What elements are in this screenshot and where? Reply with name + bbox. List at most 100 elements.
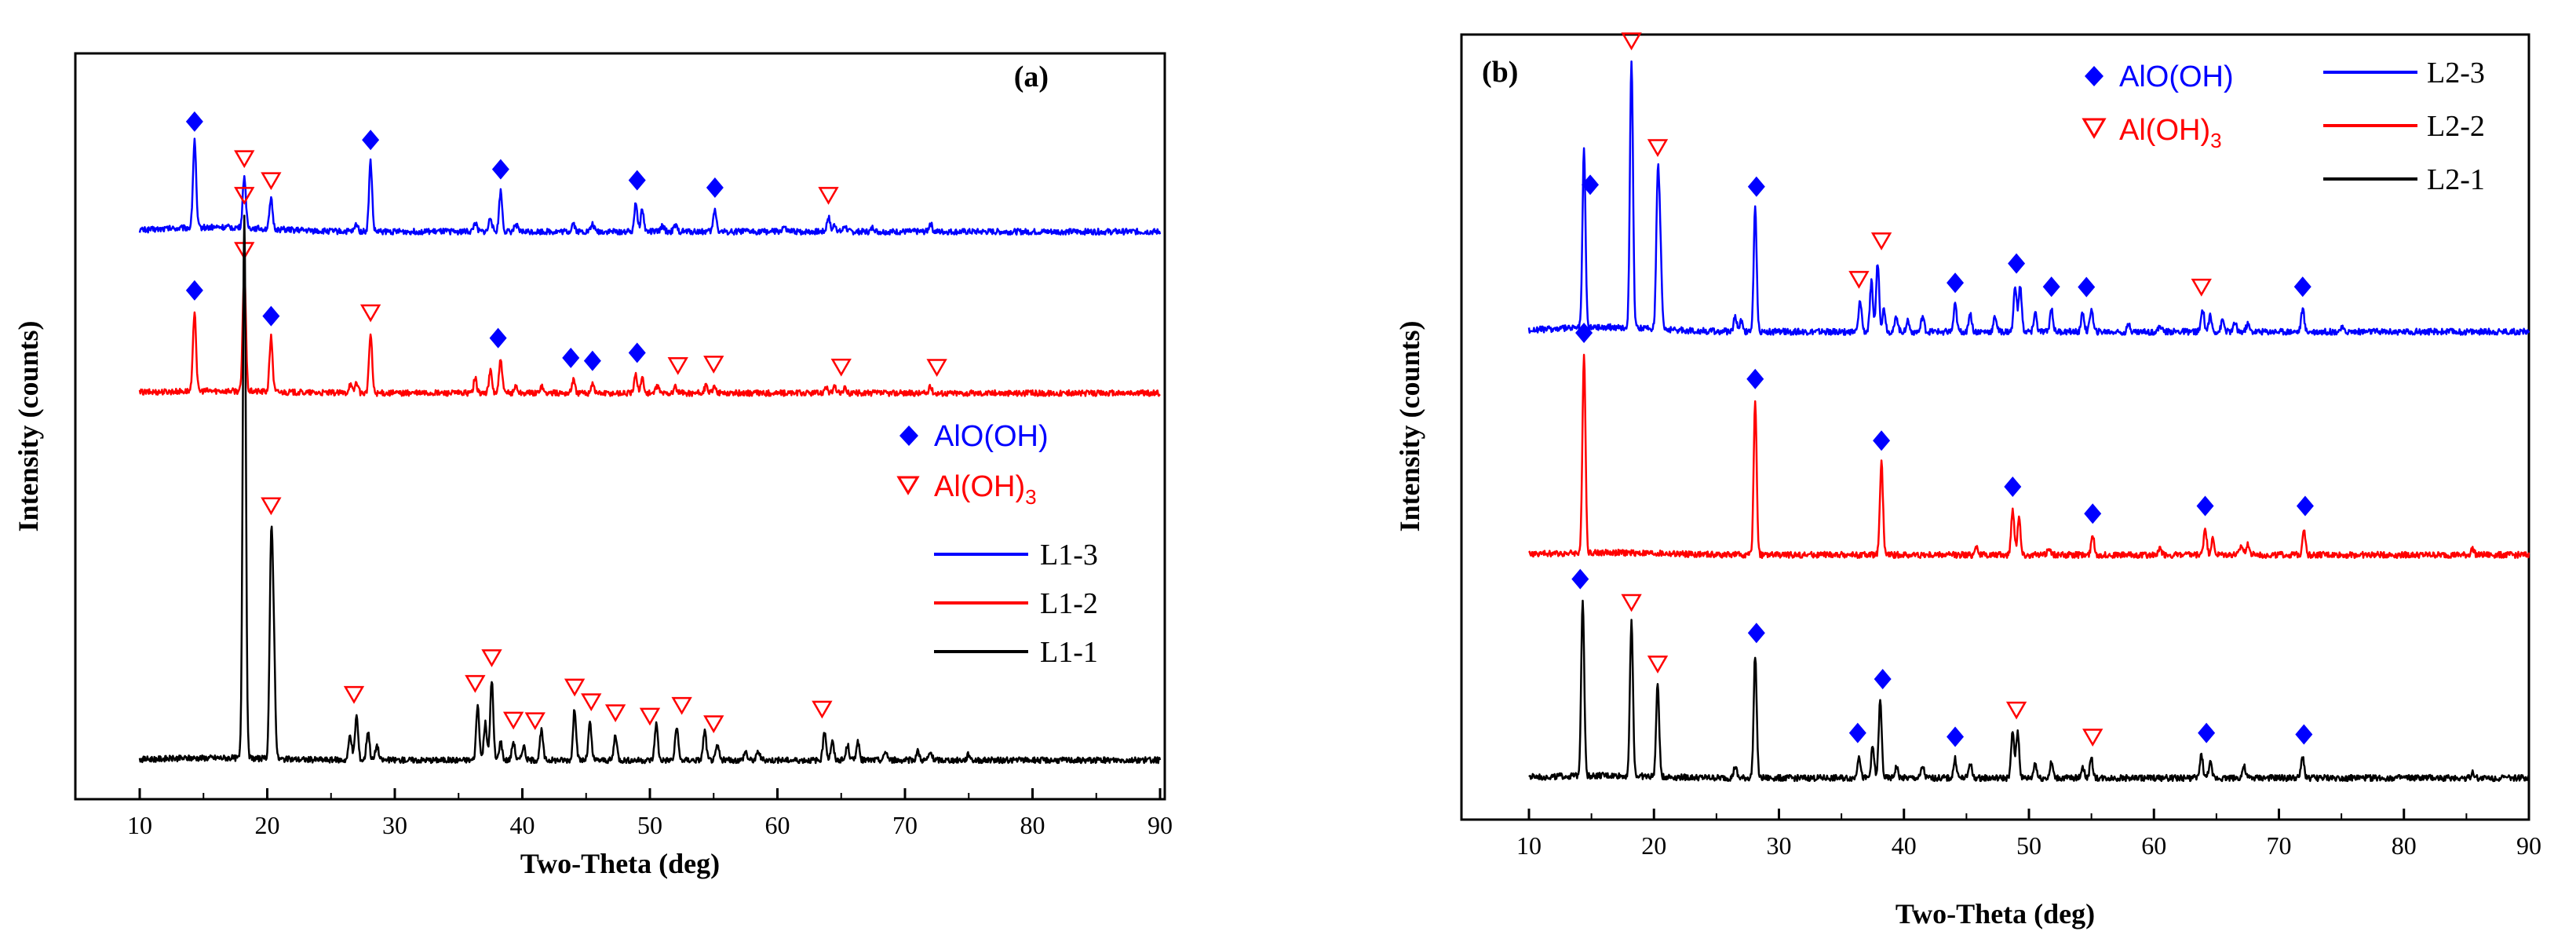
boehmite-marker bbox=[1947, 272, 1965, 294]
panel-b-legend: AlO(OH) Al(OH)3 L2-3 L2-2 L2-1 bbox=[2082, 57, 2485, 196]
legend-l1-1-label: L1-1 bbox=[1040, 636, 1098, 669]
legend-gibbsite-subscript: 3 bbox=[2210, 129, 2221, 152]
legend-l1-2-label: L1-2 bbox=[1040, 587, 1098, 620]
boehmite-marker bbox=[1848, 722, 1866, 743]
gibbsite-marker bbox=[234, 187, 255, 205]
gibbsite-marker bbox=[1647, 656, 1669, 674]
panel-b-frame bbox=[1460, 33, 2530, 821]
panel-b-y-axis-title: Intensity (counts) bbox=[1394, 320, 1425, 531]
legend-boehmite-diamond-icon bbox=[899, 426, 918, 446]
series-line-l1-3 bbox=[138, 137, 1162, 236]
boehmite-marker bbox=[2042, 276, 2060, 298]
panel-b-x-axis-title: Two-Theta (deg) bbox=[1896, 898, 2095, 930]
series-line-l2-2 bbox=[1527, 353, 2530, 559]
gibbsite-marker bbox=[2005, 701, 2027, 720]
legend-gibbsite-triangle-icon bbox=[2082, 118, 2107, 139]
legend-l2-3-label: L2-3 bbox=[2427, 57, 2485, 89]
gibbsite-marker bbox=[481, 649, 502, 667]
legend-gibbsite-formula: Al(OH) bbox=[934, 470, 1025, 503]
boehmite-marker bbox=[2004, 476, 2022, 497]
boehmite-marker bbox=[628, 342, 646, 363]
gibbsite-marker bbox=[830, 358, 852, 377]
gibbsite-marker bbox=[1621, 594, 1642, 612]
panel-a-frame bbox=[74, 52, 1166, 801]
gibbsite-marker bbox=[1848, 271, 1870, 289]
gibbsite-marker bbox=[639, 707, 661, 726]
legend-gibbsite-label: Al(OH)3 bbox=[934, 470, 1037, 509]
x-tick-label: 60 bbox=[2141, 831, 2166, 860]
x-tick-label: 60 bbox=[765, 811, 790, 839]
gibbsite-marker bbox=[703, 715, 724, 734]
boehmite-marker bbox=[2084, 503, 2102, 524]
x-tick-label: 80 bbox=[2392, 831, 2417, 860]
x-tick-label: 70 bbox=[892, 811, 918, 839]
gibbsite-marker bbox=[581, 693, 602, 711]
legend-l2-1-label: L2-1 bbox=[2427, 163, 2485, 196]
legend-l1-3-label: L1-3 bbox=[1040, 539, 1098, 572]
gibbsite-marker bbox=[818, 187, 839, 205]
panel-a-legend: AlO(OH) Al(OH)3 L1-3 L1-2 L1-1 bbox=[896, 420, 1098, 669]
x-tick-label: 20 bbox=[1641, 831, 1666, 860]
gibbsite-marker bbox=[703, 356, 724, 374]
boehmite-marker bbox=[262, 305, 280, 327]
gibbsite-marker bbox=[926, 359, 947, 377]
panel-a-y-axis-title: Intensity (counts) bbox=[13, 320, 44, 531]
x-tick-label: 10 bbox=[1516, 831, 1542, 860]
legend-gibbsite-label: Al(OH)3 bbox=[2119, 114, 2222, 152]
boehmite-marker bbox=[1575, 323, 1593, 343]
boehmite-marker bbox=[1873, 430, 1891, 451]
legend-boehmite-label: AlO(OH) bbox=[2119, 60, 2234, 93]
legend-boehmite-label: AlO(OH) bbox=[934, 420, 1049, 453]
gibbsite-marker bbox=[812, 700, 833, 719]
legend-boehmite-diamond-icon bbox=[2085, 66, 2103, 86]
panel-a-ticks: 10 20 30 40 50 60 70 80 90 bbox=[127, 788, 1173, 839]
series-line-l2-3 bbox=[1527, 60, 2530, 336]
panel-b-label: (b) bbox=[1482, 56, 1518, 89]
panel-a-x-axis-title: Two-Theta (deg) bbox=[520, 848, 720, 879]
panel-a-label: (a) bbox=[1014, 60, 1049, 93]
gibbsite-marker bbox=[2191, 278, 2212, 297]
legend-gibbsite-formula: Al(OH) bbox=[2119, 114, 2210, 147]
gibbsite-marker bbox=[343, 685, 365, 704]
boehmite-marker bbox=[2198, 722, 2216, 743]
x-tick-label: 50 bbox=[637, 811, 662, 839]
boehmite-marker bbox=[1582, 174, 1600, 195]
boehmite-marker bbox=[2008, 253, 2026, 274]
boehmite-marker bbox=[628, 170, 646, 191]
series-line-l1-2 bbox=[138, 268, 1161, 397]
legend-l2-2-label: L2-2 bbox=[2427, 110, 2485, 143]
panel-a-plot bbox=[138, 111, 1162, 765]
x-tick-label: 30 bbox=[382, 811, 407, 839]
boehmite-marker bbox=[362, 130, 380, 151]
boehmite-marker bbox=[583, 350, 601, 371]
x-tick-label: 10 bbox=[127, 811, 152, 839]
gibbsite-marker bbox=[359, 304, 381, 323]
x-tick-label: 90 bbox=[2516, 831, 2541, 860]
panel-b-plot bbox=[1527, 32, 2530, 783]
gibbsite-marker bbox=[1870, 232, 1892, 250]
legend-gibbsite-triangle-icon bbox=[896, 476, 920, 495]
boehmite-marker bbox=[706, 177, 724, 198]
boehmite-marker bbox=[1874, 668, 1892, 689]
gibbsite-marker bbox=[261, 497, 282, 516]
boehmite-marker bbox=[2196, 495, 2214, 517]
panel-b: 10 20 30 40 50 60 70 80 90 (b) Two-Theta (deg) I… bbox=[1394, 32, 2541, 930]
boehmite-marker bbox=[2295, 724, 2313, 745]
gibbsite-marker bbox=[261, 172, 282, 191]
x-tick-label: 30 bbox=[1767, 831, 1792, 860]
boehmite-marker bbox=[1947, 726, 1965, 747]
series-line-l2-1 bbox=[1528, 599, 2530, 783]
gibbsite-marker bbox=[564, 678, 586, 697]
gibbsite-marker bbox=[524, 712, 545, 731]
x-tick-label: 40 bbox=[1892, 831, 1917, 860]
boehmite-marker bbox=[1571, 568, 1589, 590]
boehmite-marker bbox=[2078, 276, 2096, 298]
boehmite-marker bbox=[2293, 276, 2311, 298]
boehmite-marker bbox=[1747, 623, 1765, 644]
boehmite-marker bbox=[562, 347, 580, 368]
boehmite-marker bbox=[2296, 495, 2314, 517]
boehmite-marker bbox=[491, 159, 509, 180]
boehmite-marker bbox=[489, 327, 507, 349]
boehmite-marker bbox=[185, 111, 203, 132]
boehmite-marker bbox=[185, 279, 203, 301]
